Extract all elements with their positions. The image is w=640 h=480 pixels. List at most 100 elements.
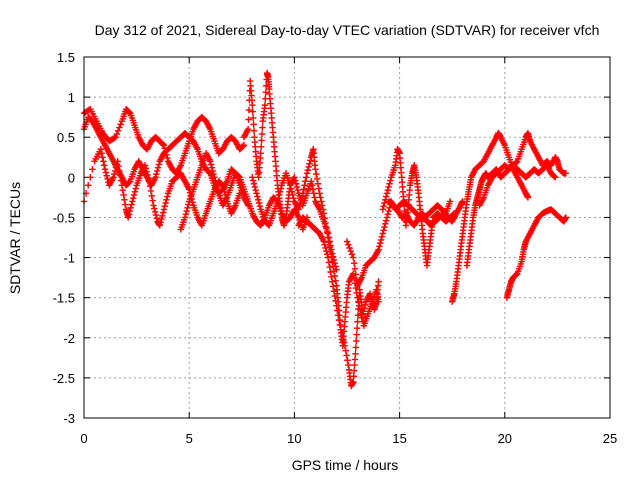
data-point [381, 199, 388, 207]
data-point [338, 329, 345, 337]
data-point [552, 174, 559, 181]
data-point [277, 185, 285, 192]
data-point [341, 342, 349, 349]
data-point [294, 186, 301, 194]
data-point [239, 142, 247, 150]
data-point [551, 173, 558, 180]
data-point [132, 185, 139, 192]
data-point [258, 137, 265, 144]
y-tick-label: 0 [68, 170, 75, 185]
data-point [151, 205, 158, 212]
data-point [383, 214, 391, 221]
data-point [288, 188, 296, 195]
data-point [257, 143, 265, 151]
data-point [262, 89, 269, 96]
data-point [377, 236, 385, 244]
data-point [287, 185, 295, 192]
data-point [330, 288, 338, 295]
data-point [250, 121, 257, 128]
data-point [126, 109, 133, 116]
data-point [124, 214, 132, 221]
data-point [252, 186, 259, 194]
data-point [380, 227, 387, 234]
data-point [100, 162, 108, 169]
data-point [255, 199, 263, 207]
data-point [219, 182, 227, 189]
y-tick-label: 0.5 [57, 130, 75, 145]
data-point [244, 126, 252, 133]
data-point [513, 271, 520, 278]
chart-title: Day 312 of 2021, Sidereal Day-to-day VTE… [95, 22, 600, 38]
data-point [163, 151, 170, 159]
data-point [336, 321, 344, 329]
data-point [116, 167, 123, 175]
data-point [127, 204, 134, 212]
data-point [306, 160, 313, 167]
series-sat-f [249, 146, 382, 349]
data-point [220, 185, 227, 192]
data-point [164, 154, 171, 162]
data-point [156, 222, 163, 229]
data-point [289, 191, 296, 199]
data-point [308, 182, 316, 189]
data-point [114, 158, 121, 165]
data-point [309, 186, 317, 193]
data-point [240, 142, 248, 149]
data-point [117, 177, 125, 184]
data-point [101, 166, 109, 173]
data-point [386, 180, 393, 187]
data-point [350, 367, 358, 374]
data-point [111, 170, 118, 178]
data-point [297, 196, 305, 203]
data-point [331, 272, 338, 280]
y-tick-label: -0.5 [53, 210, 75, 225]
data-point [337, 326, 344, 333]
data-point [324, 251, 331, 258]
data-point [161, 203, 168, 210]
y-tick-label: -2 [63, 331, 75, 346]
data-point [351, 265, 359, 272]
series-sat-j [385, 198, 466, 229]
data-point [159, 212, 166, 220]
data-point [300, 186, 307, 193]
data-point [375, 246, 382, 253]
data-point [326, 263, 333, 271]
data-point [210, 170, 217, 178]
y-tick-label: -3 [63, 411, 75, 426]
data-point [206, 169, 213, 176]
x-axis-label: GPS time / hours [292, 457, 399, 473]
data-point [355, 305, 362, 313]
data-point [155, 161, 163, 168]
data-point [257, 150, 264, 157]
data-point [218, 181, 226, 188]
data-point [382, 196, 389, 203]
data-point [346, 244, 353, 252]
data-point [325, 259, 333, 266]
data-point [382, 220, 389, 228]
data-point [299, 190, 307, 197]
y-tick-label: -2.5 [53, 371, 75, 386]
y-tick-label: 1 [68, 90, 75, 105]
data-point [385, 207, 392, 215]
data-point [387, 177, 394, 184]
data-point [353, 331, 360, 338]
data-point [322, 219, 329, 227]
data-point [350, 254, 357, 261]
data-point [145, 174, 152, 182]
data-point [162, 199, 169, 207]
data-point [311, 194, 318, 201]
data-point [111, 134, 118, 142]
data-point [352, 350, 359, 358]
data-point [146, 178, 153, 185]
data-point [121, 196, 128, 203]
data-point [324, 229, 331, 236]
y-tick-label: -1.5 [53, 291, 75, 306]
data-point [317, 194, 324, 201]
data-point [381, 223, 388, 231]
data-point [326, 238, 333, 245]
x-tick-label: 20 [498, 431, 512, 446]
data-point [384, 186, 392, 194]
data-point [320, 238, 328, 245]
data-point [276, 188, 284, 195]
data-point [245, 106, 253, 114]
